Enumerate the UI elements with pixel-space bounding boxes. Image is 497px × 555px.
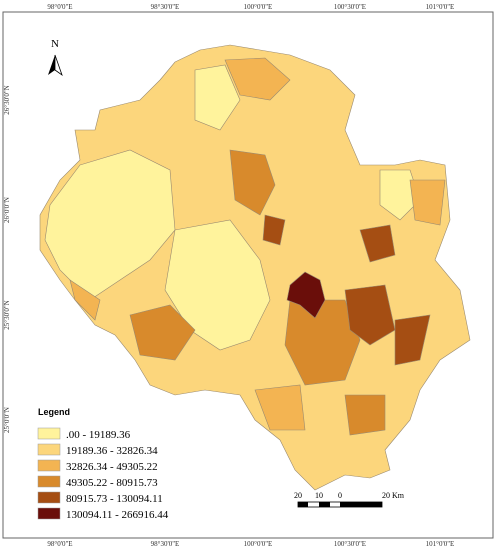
scale-label: 20 <box>294 491 302 500</box>
north-arrow: N <box>48 38 63 77</box>
region <box>379 169 421 221</box>
legend-swatch <box>37 427 61 440</box>
scale-bar-segment <box>319 502 330 507</box>
region <box>69 279 101 321</box>
legend-swatch <box>37 507 61 520</box>
longitude-label: 100°0'0"E <box>244 3 273 11</box>
longitude-label: 100°0'0"E <box>244 540 273 548</box>
longitude-label: 98°0'0"E <box>47 3 72 11</box>
legend-label: 80915.73 - 130094.11 <box>66 493 163 505</box>
region <box>44 149 176 301</box>
region <box>262 214 286 246</box>
latitude-label: 26°0'0"N <box>3 197 11 223</box>
legend: Legend .00 - 19189.36 19189.36 - 32826.34 3… <box>37 407 169 521</box>
north-arrow-half <box>54 54 63 77</box>
legend-title: Legend <box>38 407 70 417</box>
region <box>254 384 306 431</box>
legend-swatch <box>37 491 61 504</box>
region <box>164 219 271 351</box>
longitude-label: 98°0'0"E <box>47 540 72 548</box>
region <box>359 224 396 263</box>
longitude-label: 100°30'0"E <box>334 3 366 11</box>
legend-swatch <box>37 475 61 488</box>
legend-label: 32826.34 - 49305.22 <box>66 461 158 473</box>
region <box>344 284 396 346</box>
latitude-label: 26°30'0"N <box>3 85 11 114</box>
region <box>394 314 431 366</box>
north-label: N <box>51 38 59 50</box>
latitude-label: 25°0'0"N <box>3 407 11 433</box>
latitude-label: 25°30'0"N <box>3 300 11 329</box>
region <box>344 394 386 436</box>
legend-label: 130094.11 - 266916.44 <box>66 509 169 521</box>
region <box>409 179 446 226</box>
scale-bar-segment <box>340 502 382 507</box>
legend-swatch <box>37 443 61 456</box>
scale-label: 0 <box>338 491 342 500</box>
region <box>229 149 276 216</box>
scale-label: 20 Km <box>382 491 405 500</box>
legend-label: 49305.22 - 80915.73 <box>66 477 158 489</box>
region <box>284 299 361 386</box>
scale-label: 10 <box>315 491 323 500</box>
longitude-label: 101°0'0"E <box>426 540 455 548</box>
legend-label: 19189.36 - 32826.34 <box>66 445 158 457</box>
region <box>129 304 196 361</box>
north-arrow-half <box>48 55 55 75</box>
scale-bar <box>297 501 383 508</box>
legend-swatch <box>37 459 61 472</box>
longitude-label: 98°30'0"E <box>151 3 180 11</box>
longitude-label: 98°30'0"E <box>151 540 180 548</box>
region <box>286 271 326 319</box>
legend-label: .00 - 19189.36 <box>66 429 131 441</box>
region-layer <box>39 44 471 491</box>
longitude-label: 101°0'0"E <box>426 3 455 11</box>
region <box>194 64 241 131</box>
longitude-label: 100°30'0"E <box>334 540 366 548</box>
region <box>224 57 291 101</box>
scale-bar-segment <box>298 502 308 507</box>
